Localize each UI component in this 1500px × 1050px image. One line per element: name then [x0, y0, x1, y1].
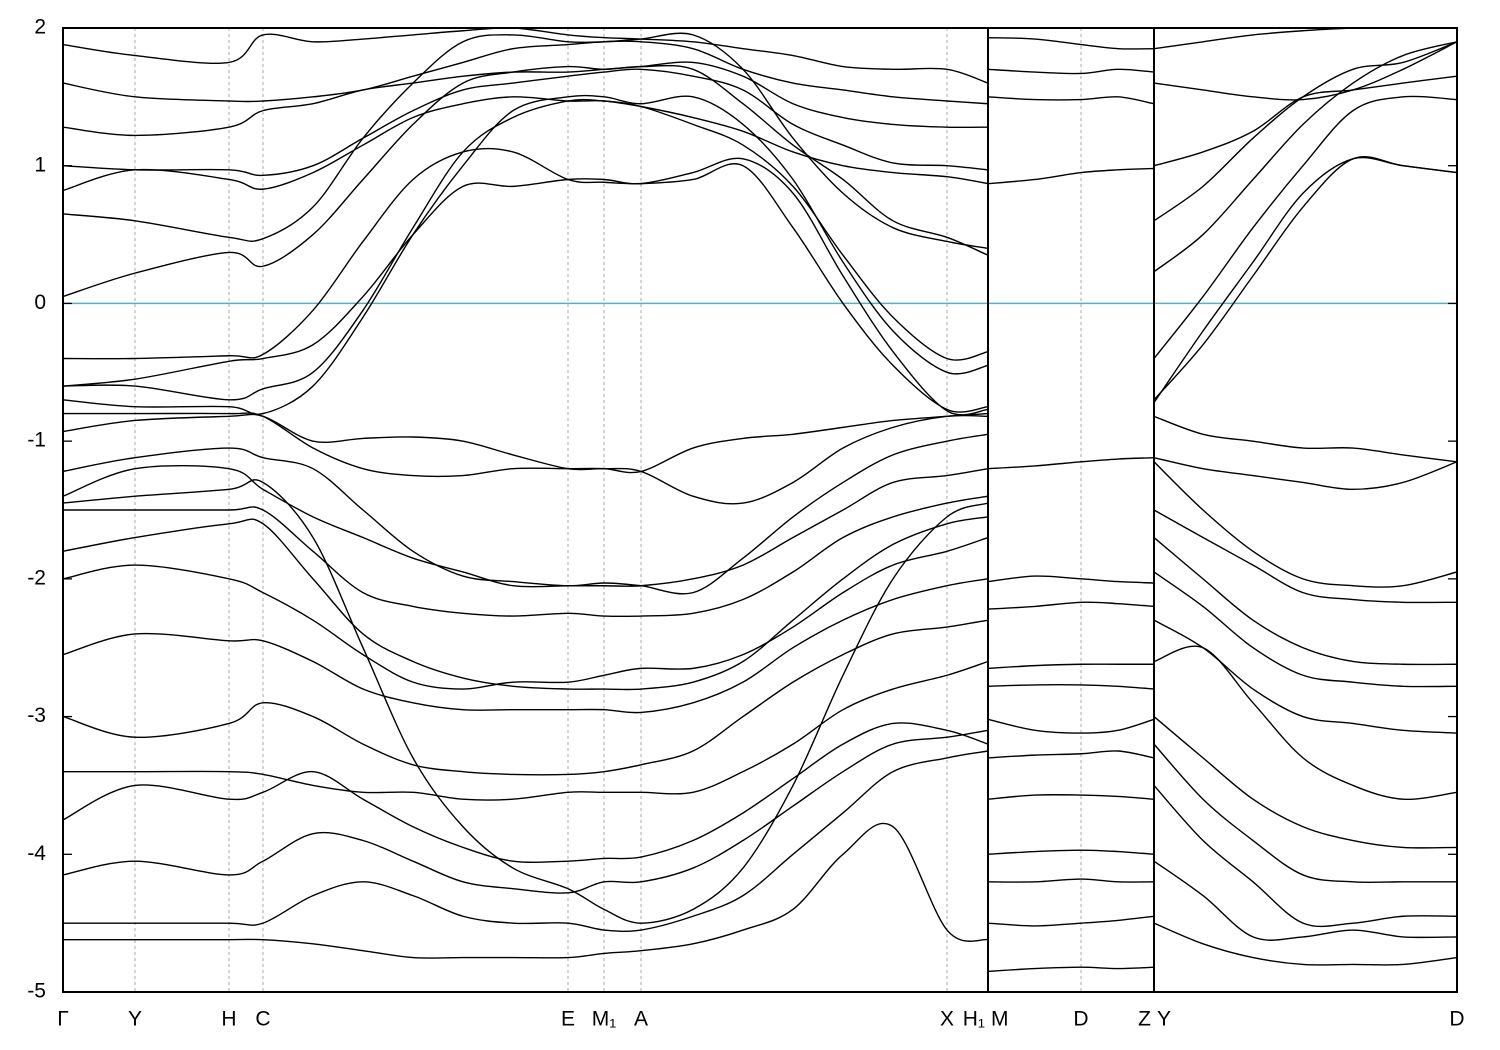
band-line [63, 578, 989, 714]
x-tick-label: H [221, 1008, 236, 1031]
band-lines [63, 28, 1457, 973]
band-line [63, 64, 989, 298]
band-line [63, 28, 989, 84]
band-line [1153, 860, 1457, 941]
band-line [987, 456, 1155, 470]
x-tick-label: H₁ [963, 1008, 985, 1031]
band-line [1153, 41, 1457, 101]
band-line [1153, 645, 1457, 800]
x-tick-label: Z [1138, 1008, 1151, 1031]
band-line [987, 794, 1155, 800]
band-line [1153, 41, 1457, 273]
band-line [63, 157, 989, 416]
y-tick-label: -1 [27, 429, 46, 452]
band-line [63, 68, 989, 177]
x-tick-label: A [634, 1008, 648, 1031]
x-tick-label: Y [128, 1008, 142, 1031]
band-line [987, 878, 1155, 883]
band-line [1153, 415, 1457, 463]
band-line [987, 601, 1155, 610]
band-line [1153, 456, 1457, 491]
band-line [987, 575, 1155, 584]
x-tick-label: D [1449, 1008, 1464, 1031]
band-line [63, 479, 989, 924]
band-line [987, 96, 1155, 105]
band-line [987, 36, 1155, 50]
band-line [987, 915, 1155, 927]
band-line [63, 61, 989, 137]
band-line [63, 722, 989, 864]
band-line [1153, 571, 1457, 688]
band-line [1153, 922, 1457, 966]
band-line [1153, 156, 1457, 403]
band-line [63, 516, 989, 691]
y-tick-label: -2 [27, 566, 46, 589]
band-line [63, 94, 989, 416]
band-line [63, 536, 989, 690]
x-tick-label: M₁ [592, 1008, 617, 1031]
y-tick-label: -4 [27, 842, 46, 865]
band-line [987, 684, 1155, 690]
band-line [63, 729, 989, 894]
y-tick-label: 1 [34, 153, 46, 176]
band-line [63, 40, 989, 105]
x-tick-label: Γ [57, 1008, 69, 1031]
band-line [1153, 784, 1457, 928]
band-line [987, 718, 1155, 734]
band-line [63, 96, 989, 192]
band-line [1153, 716, 1457, 849]
band-line [1153, 28, 1457, 50]
y-tick-label: -5 [27, 980, 46, 1003]
band-line [1153, 509, 1457, 604]
x-tick-label: C [255, 1008, 270, 1031]
band-line [63, 660, 989, 801]
x-tick-label: D [1073, 1008, 1088, 1031]
band-line [1153, 461, 1457, 588]
band-line [63, 464, 989, 588]
band-line [987, 167, 1155, 185]
band-line [63, 32, 989, 250]
band-line [1153, 743, 1457, 884]
x-tick-label: E [561, 1008, 575, 1031]
band-line [63, 495, 989, 618]
band-line [63, 822, 989, 959]
band-line [1153, 75, 1457, 167]
band-line [63, 412, 989, 478]
band-line [987, 966, 1155, 973]
band-line [1153, 95, 1457, 359]
x-tick-label: X [940, 1008, 954, 1031]
band-line [1153, 537, 1457, 666]
plot-frame [62, 27, 1458, 993]
band-line [987, 849, 1155, 855]
x-tick-label: M [991, 1008, 1009, 1031]
y-tick-label: 0 [34, 291, 46, 314]
y-tick-label: -3 [27, 704, 46, 727]
band-line [63, 98, 989, 401]
band-line [63, 619, 989, 776]
y-tick-label: 2 [34, 16, 46, 39]
band-line [987, 750, 1155, 759]
band-line [987, 663, 1154, 670]
band-line [63, 750, 989, 933]
band-line [987, 68, 1155, 75]
x-tick-label: Y [1157, 1008, 1171, 1031]
